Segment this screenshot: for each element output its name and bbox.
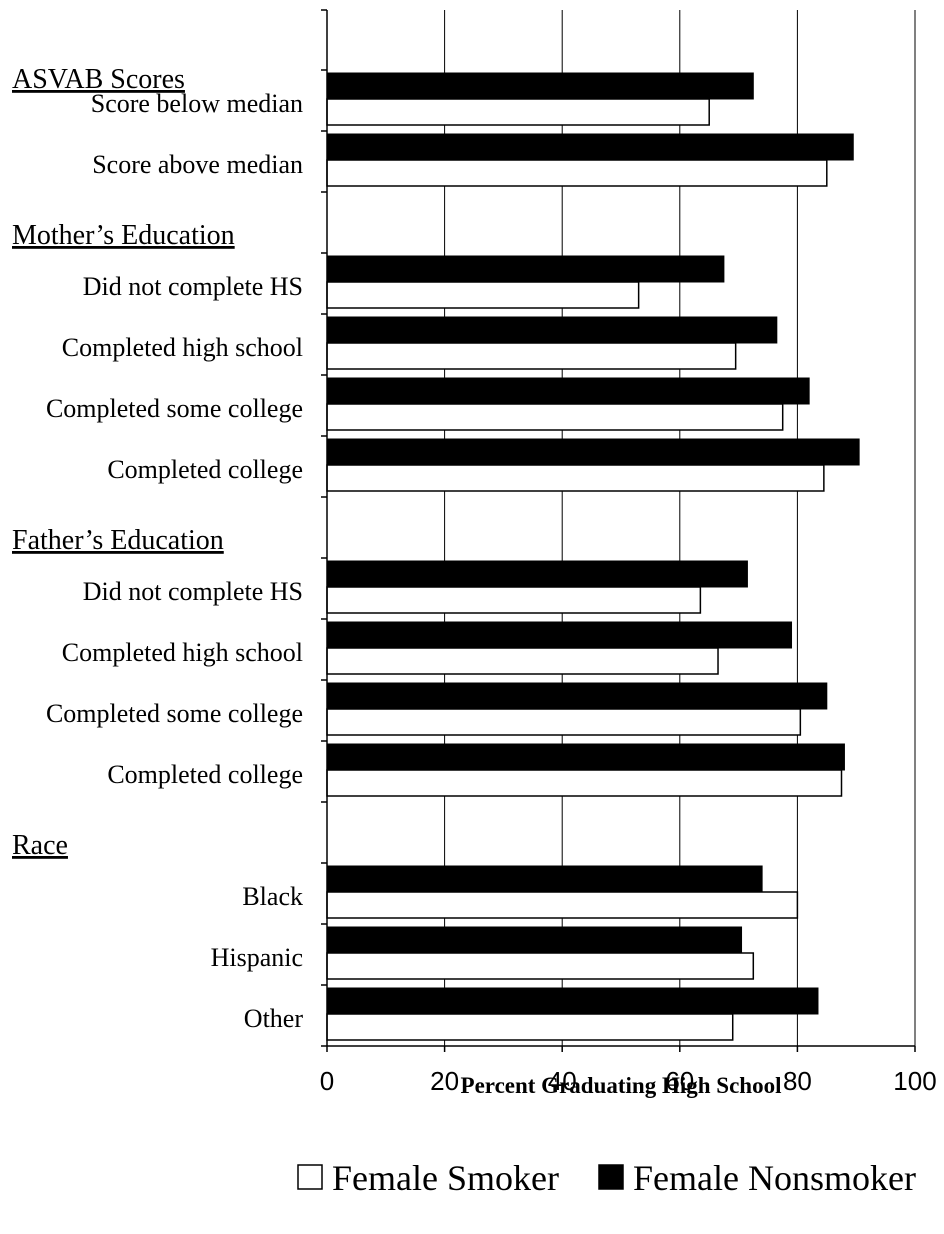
category-labels: Score below median Score above median Moth… [12,64,303,1033]
bar-nonsmoker [326,377,810,405]
bar-nonsmoker [326,133,854,161]
group-header-1: Mother’s Education [12,220,235,251]
bar-nonsmoker [326,438,860,466]
bar-smoker [326,708,802,736]
legend-label-smoker: Female Smoker [332,1158,559,1198]
legend-label-nonsmoker: Female Nonsmoker [633,1158,916,1198]
bar-smoker [326,1013,734,1041]
bar-smoker [326,281,640,309]
bar-nonsmoker [326,743,845,771]
bar-smoker [326,159,828,187]
group-header-2: Father’s Education [12,525,224,556]
bar-nonsmoker [326,926,743,954]
axes: 0 20 40 60 80 100 [320,9,937,1096]
legend-swatch-smoker [297,1164,323,1190]
bar-nonsmoker [326,255,725,283]
category-label: Did not complete HS [83,272,303,301]
category-label: Black [242,882,303,911]
bar-smoker [326,586,702,614]
category-label: Completed some college [46,394,303,423]
category-label: Completed high school [62,333,303,362]
bar-smoker [326,403,784,431]
category-label: Completed college [107,760,303,789]
x-tick-label-20: 20 [430,1066,459,1096]
category-label: Hispanic [211,943,303,972]
bar-nonsmoker [326,987,819,1015]
category-label: Score above median [92,150,303,179]
x-tick-label-60: 60 [665,1066,694,1096]
bar-smoker [326,769,843,797]
bar-smoker [326,342,737,370]
category-label: Other [244,1004,304,1033]
bar-smoker [326,952,755,980]
bar-nonsmoker [326,72,754,100]
bar-nonsmoker [326,316,778,344]
bar-smoker [326,464,825,492]
bar-smoker [326,647,719,675]
category-label: Completed high school [62,638,303,667]
x-tick-label-80: 80 [783,1066,812,1096]
bar-smoker [326,891,799,919]
group-header-3: Race [12,830,68,861]
bar-nonsmoker [326,865,763,893]
x-tick-label-40: 40 [548,1066,577,1096]
bars [326,72,860,1041]
legend-swatch-nonsmoker [598,1164,624,1190]
category-label: Completed college [107,455,303,484]
bar-nonsmoker [326,682,828,710]
bar-nonsmoker [326,560,748,588]
category-label: Completed some college [46,699,303,728]
x-axis-label: Percent Graduating High School [461,1073,782,1098]
legend: Female Smoker Female Nonsmoker [297,1158,916,1198]
x-tick-label-100: 100 [893,1066,936,1096]
category-label: Score below median [91,89,303,118]
bar-nonsmoker [326,621,793,649]
x-tick-label-0: 0 [320,1066,334,1096]
category-label: Did not complete HS [83,577,303,606]
bar-smoker [326,98,710,126]
group-header-0: ASVAB Scores [12,64,185,95]
